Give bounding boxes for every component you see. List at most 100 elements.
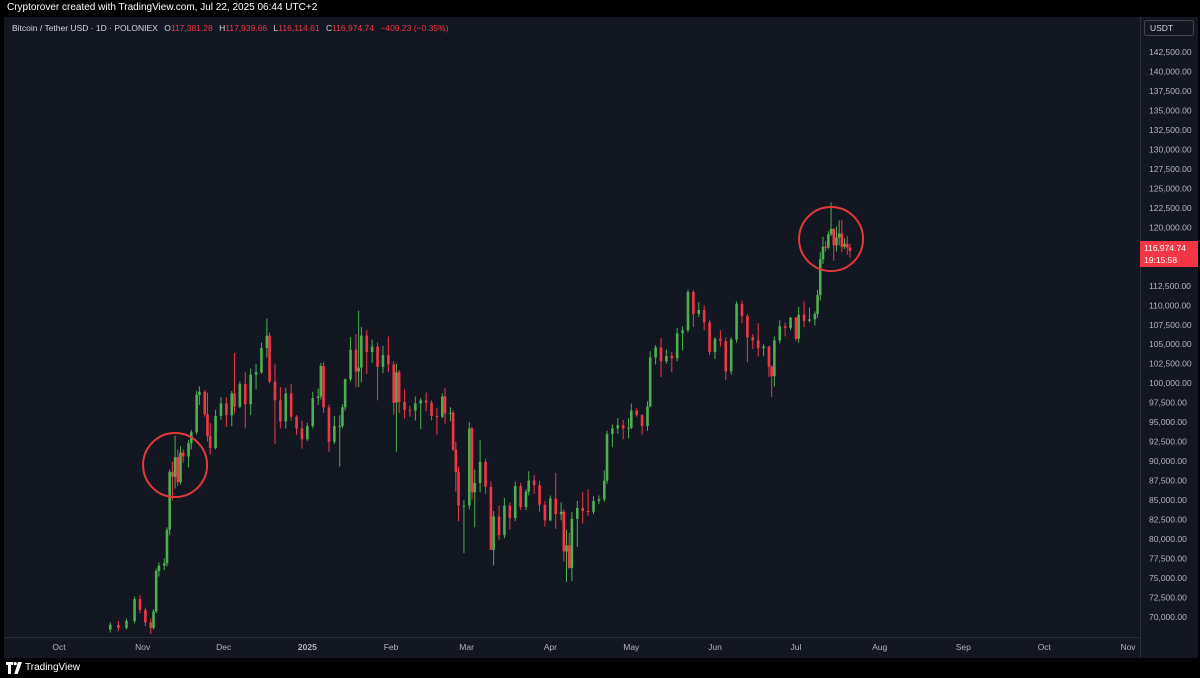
price-tick-label: 87,500.00: [1149, 476, 1187, 486]
candle: [570, 511, 574, 582]
candlestick-chart[interactable]: Oct Nov Dec 2025 Feb Mar Apr May Jun Jul Aug Sep Oct…: [4, 17, 1140, 658]
candle: [273, 363, 277, 444]
candle: [756, 323, 760, 357]
high-value: 117,939.66: [225, 23, 268, 33]
chart-panel[interactable]: Oct Nov Dec 2025 Feb Mar Apr May Jun Jul Aug Sep Oct…: [4, 17, 1198, 658]
candle: [260, 342, 263, 374]
candle: [778, 320, 782, 344]
candle: [559, 502, 563, 521]
candle: [586, 489, 590, 516]
change-value: −409.23 (−0.35%): [380, 23, 449, 33]
price-tick-label: 72,500.00: [1149, 593, 1187, 603]
candle: [513, 481, 517, 522]
price-tick-label: 125,000.00: [1149, 183, 1192, 193]
candle: [565, 529, 568, 582]
candle: [397, 369, 401, 413]
price-tick-label: 75,000.00: [1149, 573, 1187, 583]
price-tick-label: 107,500.00: [1149, 320, 1192, 330]
candle: [740, 300, 744, 324]
time-tick-label: May: [623, 642, 640, 652]
candle: [751, 334, 755, 349]
candle: [835, 226, 838, 252]
candle: [527, 471, 531, 496]
candle: [713, 337, 717, 360]
candle: [360, 327, 363, 383]
last-price-tag: 116,974.74 19:15:58: [1140, 241, 1198, 267]
candle: [333, 415, 336, 444]
currency-badge[interactable]: USDT: [1144, 20, 1194, 36]
tradingview-brand[interactable]: TradingView: [25, 662, 81, 673]
candle: [719, 330, 722, 347]
candle: [616, 418, 620, 434]
candle: [675, 327, 679, 362]
price-tick-label: 95,000.00: [1149, 417, 1187, 427]
candle: [408, 405, 412, 417]
candle: [108, 622, 112, 633]
time-tick-label: Mar: [459, 642, 474, 652]
candle: [441, 393, 444, 419]
candle: [454, 441, 458, 492]
time-axis-border: [4, 637, 1140, 638]
symbol-title[interactable]: Bitcoin / Tether USD · 1D · POLONIEX: [12, 23, 158, 33]
candle: [627, 418, 630, 439]
candle: [762, 344, 765, 356]
candle: [370, 339, 374, 363]
footer-bar: TradingView: [0, 658, 1200, 678]
candle: [279, 387, 282, 429]
candle: [462, 500, 466, 554]
candle: [311, 391, 315, 429]
price-tick-label: 100,000.00: [1149, 378, 1192, 388]
candle: [567, 532, 571, 569]
candle: [457, 466, 460, 522]
candle: [198, 386, 201, 406]
candle: [376, 342, 379, 401]
candle: [214, 409, 217, 450]
price-tick-label: 110,000.00: [1149, 300, 1191, 310]
price-axis[interactable]: 142,500.00 140,000.00 137,500.00 135,000.00…: [1140, 17, 1198, 658]
time-tick-label: 2025: [298, 642, 317, 652]
candle: [230, 391, 234, 427]
annotation-circle[interactable]: [142, 432, 209, 499]
candle: [597, 495, 601, 504]
time-tick-label: Apr: [544, 642, 557, 652]
symbol-legend: Bitcoin / Tether USD · 1D · POLONIEX O 11…: [12, 23, 448, 33]
candle: [735, 301, 738, 343]
candle: [125, 618, 128, 630]
close-value: 116,974.74: [332, 23, 374, 33]
candle: [300, 420, 304, 449]
candle: [265, 318, 269, 358]
candle: [492, 511, 495, 566]
candle: [395, 363, 398, 452]
candle: [845, 235, 849, 255]
candle: [794, 316, 798, 342]
price-axis-labels: 142,500.00 140,000.00 137,500.00 135,000.00…: [1149, 47, 1192, 622]
candle: [554, 472, 558, 529]
candle: [392, 361, 396, 415]
open-key: O: [164, 23, 171, 33]
close-key: C: [325, 23, 333, 33]
candle: [152, 609, 155, 630]
candle: [306, 422, 309, 441]
candle: [746, 313, 749, 363]
candle: [233, 352, 236, 414]
time-tick-label: Jun: [708, 642, 722, 652]
candle: [611, 424, 614, 448]
candle: [581, 492, 585, 524]
candle: [157, 562, 161, 577]
candle: [532, 475, 536, 494]
candle: [654, 345, 657, 365]
candle: [605, 430, 609, 484]
candle: [176, 449, 180, 487]
candle: [824, 241, 827, 252]
candle: [219, 397, 223, 420]
candle: [827, 231, 830, 250]
candle: [179, 446, 182, 485]
candle: [424, 392, 428, 412]
annotation-circle[interactable]: [798, 206, 865, 273]
candle: [338, 415, 342, 467]
price-tick-label: 105,000.00: [1149, 339, 1192, 349]
candle: [343, 378, 347, 411]
candle: [162, 558, 166, 571]
candle: [387, 336, 390, 373]
candle: [789, 316, 792, 331]
